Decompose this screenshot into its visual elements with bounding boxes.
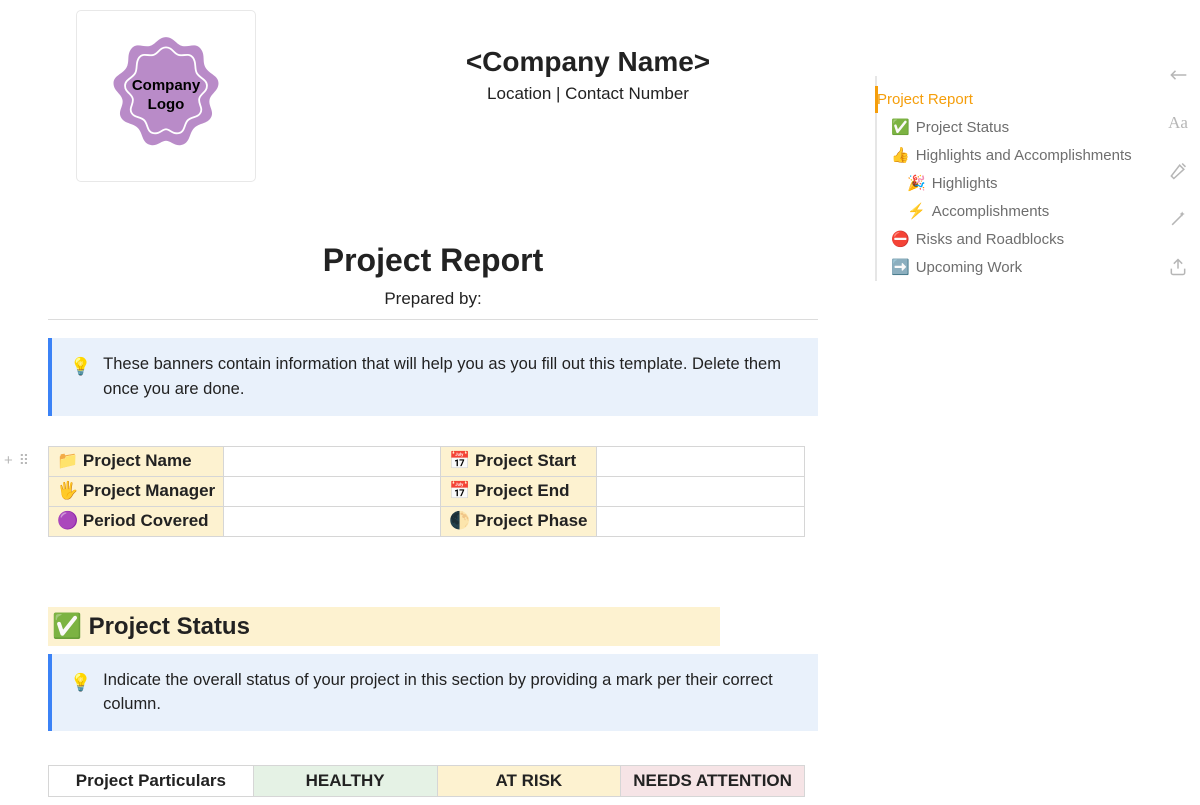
table-row[interactable]: 📁 Project Name 📅 Project Start [49, 446, 805, 476]
status-heading-text: Project Status [89, 613, 250, 640]
meta-label: 📅 Project Start [441, 446, 596, 476]
page-title: Project Report [48, 242, 818, 279]
block-gutter[interactable]: + ⠿ [4, 452, 27, 469]
status-column-header: AT RISK [437, 766, 621, 797]
info-callout-1[interactable]: 💡 These banners contain information that… [48, 338, 818, 416]
project-meta-table[interactable]: 📁 Project Name📅 Project Start🖐️ Project … [48, 446, 805, 537]
right-toolbar: Aa [1164, 64, 1192, 278]
meta-value[interactable] [596, 476, 804, 506]
outline-item-icon: ⛔ [891, 230, 910, 248]
outline-item[interactable]: ✅ Project Status [877, 113, 1140, 141]
info-callout-2[interactable]: 💡 Indicate the overall status of your pr… [48, 654, 818, 732]
company-logo-text: CompanyLogo [132, 77, 200, 115]
meta-value[interactable] [224, 446, 441, 476]
meta-label: 🌓 Project Phase [441, 506, 596, 536]
outline-item-label: Highlights and Accomplishments [916, 147, 1132, 164]
title-divider [48, 319, 818, 320]
outline-item-icon: ➡️ [891, 258, 910, 276]
outline-item-icon: ⚡ [907, 202, 926, 220]
company-logo-box: CompanyLogo [76, 10, 256, 182]
outline-item[interactable]: ⚡ Accomplishments [877, 197, 1140, 225]
callout-text: Indicate the overall status of your proj… [103, 668, 800, 718]
theme-icon[interactable] [1167, 160, 1189, 182]
lightbulb-icon: 💡 [70, 670, 91, 718]
outline-panel: Project Report ✅ Project Status 👍 Highlights… [875, 76, 1140, 281]
status-column-header: NEEDS ATTENTION [621, 766, 805, 797]
lightbulb-icon: 💡 [70, 354, 91, 402]
status-column-header: Project Particulars [49, 766, 254, 797]
project-status-heading: ✅ Project Status [48, 607, 720, 646]
outline-item-label: Project Status [916, 119, 1009, 136]
share-icon[interactable] [1167, 256, 1189, 278]
table-row[interactable]: 🟣 Period Covered 🌓 Project Phase [49, 506, 805, 536]
project-status-table[interactable]: Project ParticularsHEALTHYAT RISKNEEDS A… [48, 765, 805, 797]
outline-item[interactable]: ➡️ Upcoming Work [877, 253, 1140, 281]
meta-label: 🖐️ Project Manager [49, 476, 224, 506]
outline-item-label: Accomplishments [932, 203, 1050, 220]
status-column-header: HEALTHY [253, 766, 437, 797]
meta-value[interactable] [224, 476, 441, 506]
document-header: <Company Name> Location | Contact Number [318, 46, 858, 104]
font-icon[interactable]: Aa [1167, 112, 1189, 134]
outline-item[interactable] [877, 76, 1140, 86]
meta-value[interactable] [596, 446, 804, 476]
outline-item-label: Upcoming Work [916, 259, 1022, 276]
add-block-icon[interactable]: + [4, 452, 13, 469]
meta-label: 🟣 Period Covered [49, 506, 224, 536]
drag-handle-icon[interactable]: ⠿ [19, 452, 27, 469]
prepared-by-label: Prepared by: [48, 289, 818, 309]
outline-item-icon: 🎉 [907, 174, 926, 192]
meta-value[interactable] [596, 506, 804, 536]
company-name: <Company Name> [318, 46, 858, 78]
outline-item[interactable]: ⛔ Risks and Roadblocks [877, 225, 1140, 253]
outline-item[interactable]: 🎉 Highlights [877, 169, 1140, 197]
outline-item[interactable]: Project Report [877, 86, 1140, 113]
meta-label: 📅 Project End [441, 476, 596, 506]
title-block: Project Report Prepared by: [48, 242, 818, 320]
outline-item-label: Highlights [932, 175, 998, 192]
outline-item-label: Risks and Roadblocks [916, 231, 1064, 248]
company-logo-seal: CompanyLogo [102, 32, 230, 160]
meta-value[interactable] [224, 506, 441, 536]
meta-label: 📁 Project Name [49, 446, 224, 476]
wand-icon[interactable] [1167, 208, 1189, 230]
collapse-icon[interactable] [1167, 64, 1189, 86]
outline-item-icon: 👍 [891, 146, 910, 164]
check-icon: ✅ [52, 613, 82, 640]
table-row[interactable]: 🖐️ Project Manager 📅 Project End [49, 476, 805, 506]
outline-item[interactable]: 👍 Highlights and Accomplishments [877, 141, 1140, 169]
outline-item-icon: ✅ [891, 118, 910, 136]
outline-item-label: Project Report [877, 91, 973, 108]
company-subtitle: Location | Contact Number [318, 84, 858, 104]
callout-text: These banners contain information that w… [103, 352, 800, 402]
document-main: CompanyLogo <Company Name> Location | Co… [48, 0, 818, 797]
